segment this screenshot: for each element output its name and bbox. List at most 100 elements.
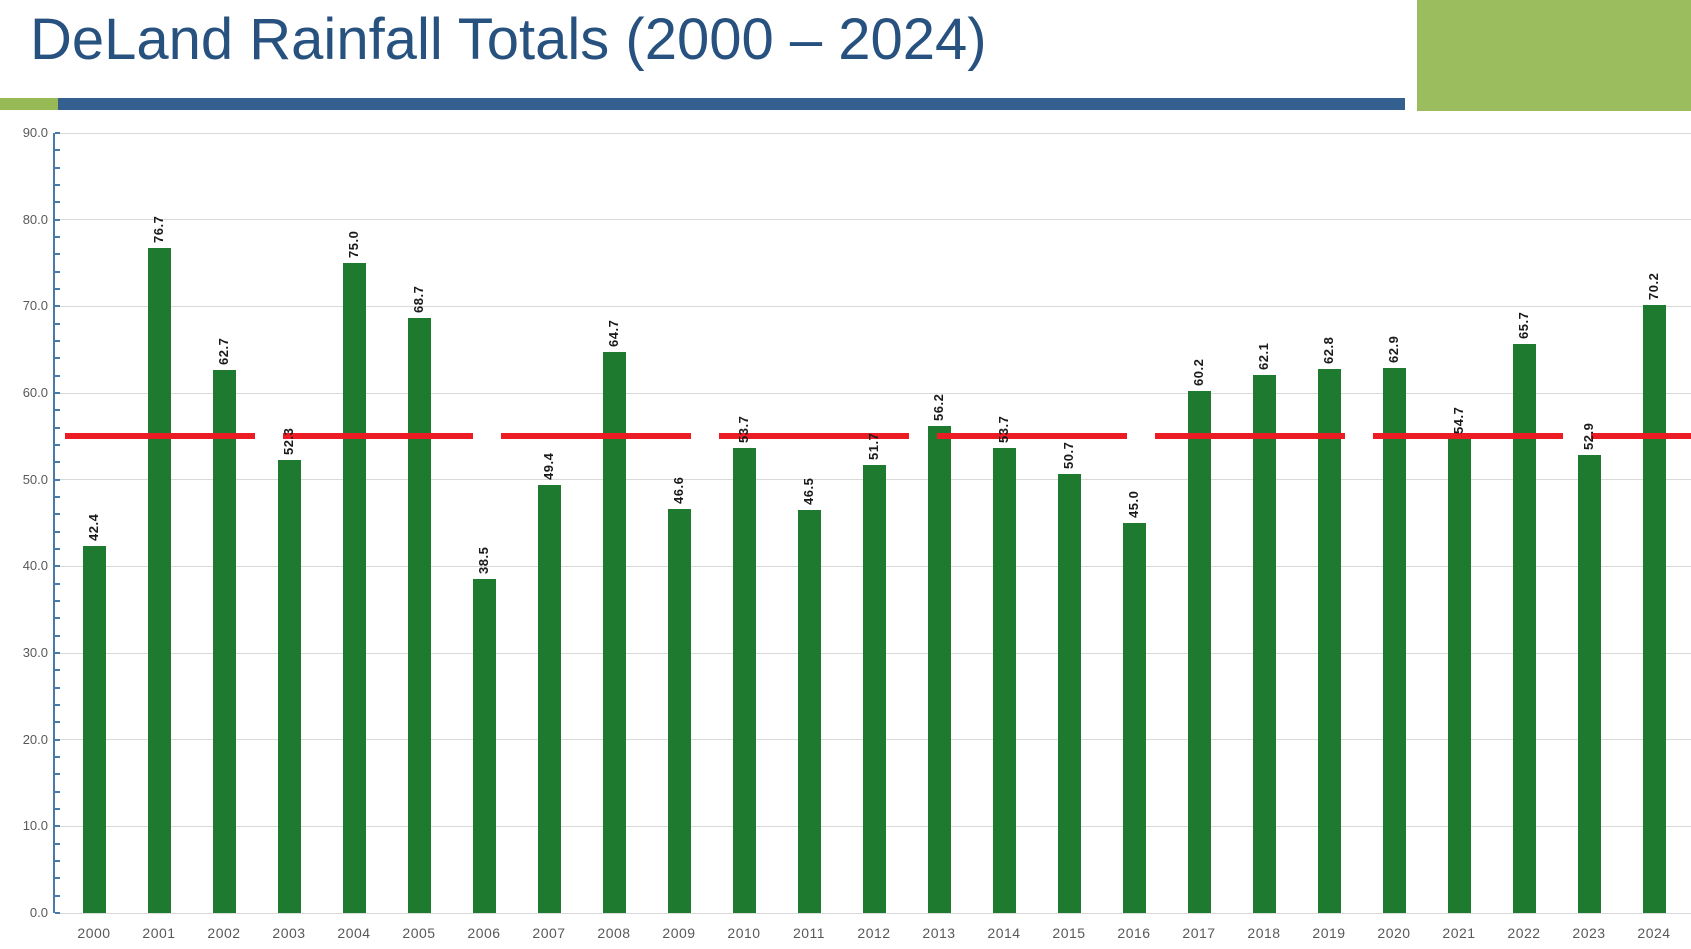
y-axis-tick bbox=[55, 236, 60, 238]
bar bbox=[1512, 343, 1536, 913]
y-axis-tick bbox=[55, 912, 60, 914]
y-axis-label: 30.0 bbox=[22, 645, 48, 660]
bar bbox=[1057, 473, 1081, 913]
bar-value-label: 53.7 bbox=[736, 415, 751, 443]
y-axis-label: 70.0 bbox=[22, 298, 48, 314]
x-axis-label: 2008 bbox=[597, 925, 631, 941]
bar bbox=[1252, 374, 1276, 913]
y-axis-tick bbox=[55, 790, 60, 793]
y-axis-tick bbox=[55, 444, 60, 446]
y-axis-tick bbox=[55, 305, 60, 308]
y-axis-tick bbox=[55, 322, 60, 325]
bar-value-label: 50.7 bbox=[1061, 441, 1076, 469]
bar bbox=[797, 510, 821, 913]
x-axis-label: 2021 bbox=[1442, 925, 1476, 941]
bar bbox=[1447, 438, 1471, 913]
x-axis-label: 2015 bbox=[1052, 925, 1086, 941]
plot-area: 0.0 10.0 20.0 30.0 40.0 50.0 60.0 70.0 80.0 90.0 4… bbox=[23, 125, 1691, 941]
title-rule-blue-bar bbox=[58, 98, 1405, 110]
y-axis-label: 90.0 bbox=[22, 125, 48, 140]
x-axis-label: 2002 bbox=[207, 925, 241, 941]
bar-value-label: 75.0 bbox=[346, 230, 361, 258]
bar-value-label: 62.8 bbox=[1321, 336, 1336, 364]
x-axis-label: 2017 bbox=[1182, 925, 1216, 941]
bar bbox=[407, 317, 431, 913]
x-axis-label: 2003 bbox=[272, 925, 306, 941]
y-axis-tick bbox=[55, 426, 60, 429]
bar-value-label: 51.7 bbox=[866, 432, 881, 460]
y-axis-tick bbox=[55, 634, 60, 637]
x-axis-label: 2019 bbox=[1312, 925, 1346, 941]
x-axis-label: 2023 bbox=[1572, 925, 1606, 941]
y-axis-tick bbox=[55, 686, 60, 689]
y-axis-tick bbox=[55, 617, 60, 620]
y-axis-tick bbox=[55, 357, 60, 360]
y-axis-tick bbox=[55, 582, 60, 585]
bar bbox=[1382, 367, 1406, 913]
bar bbox=[82, 545, 106, 913]
y-axis-tick bbox=[55, 478, 60, 481]
x-axis-label: 2016 bbox=[1117, 925, 1151, 941]
x-axis-label: 2022 bbox=[1507, 925, 1541, 941]
bar-value-label: 62.9 bbox=[1386, 335, 1401, 363]
bar-value-label: 54.7 bbox=[1451, 406, 1466, 434]
x-axis-label: 2009 bbox=[662, 925, 696, 941]
y-axis-tick bbox=[55, 773, 60, 776]
bar-value-label: 65.7 bbox=[1516, 311, 1531, 339]
y-axis-label: 20.0 bbox=[22, 731, 48, 747]
x-axis-label: 2011 bbox=[792, 925, 826, 941]
x-axis-label: 2000 bbox=[77, 925, 111, 941]
x-axis-label: 2001 bbox=[142, 925, 176, 941]
bar-value-label: 70.2 bbox=[1646, 272, 1661, 300]
title-rule-green-segment bbox=[0, 98, 58, 110]
gridline bbox=[55, 912, 1691, 914]
page-title: DeLand Rainfall Totals (2000 – 2024) bbox=[30, 7, 987, 72]
y-axis-tick bbox=[55, 340, 60, 342]
bar-value-label: 60.2 bbox=[1191, 358, 1206, 387]
bar bbox=[1577, 454, 1601, 913]
y-axis-tick bbox=[55, 842, 60, 845]
bar bbox=[862, 464, 886, 913]
y-axis-tick bbox=[55, 461, 60, 464]
x-axis-label: 2004 bbox=[337, 925, 371, 941]
y-axis-tick bbox=[55, 860, 60, 862]
gridline bbox=[55, 305, 1691, 307]
bar bbox=[667, 509, 691, 913]
y-axis-tick bbox=[55, 166, 60, 169]
x-axis-label: 2024 bbox=[1637, 925, 1671, 941]
bar-value-label: 56.2 bbox=[931, 393, 946, 421]
bar-value-label: 62.7 bbox=[216, 337, 231, 365]
y-axis-tick bbox=[55, 565, 60, 568]
bar bbox=[992, 447, 1016, 913]
y-axis-tick bbox=[55, 738, 60, 741]
bar bbox=[602, 352, 626, 913]
y-axis-label: 50.0 bbox=[22, 471, 48, 487]
y-axis-label: 10.0 bbox=[22, 818, 48, 834]
y-axis-tick bbox=[55, 721, 60, 724]
y-axis-tick bbox=[55, 808, 60, 810]
slide-header: DeLand Rainfall Totals (2000 – 2024) bbox=[0, 0, 1691, 112]
y-axis-tick bbox=[55, 149, 60, 152]
y-axis-tick bbox=[55, 756, 60, 758]
bar bbox=[472, 579, 496, 913]
y-axis-tick bbox=[55, 132, 60, 134]
y-axis-tick bbox=[55, 374, 60, 377]
y-axis-label: 40.0 bbox=[22, 558, 48, 574]
y-axis-tick bbox=[55, 409, 60, 412]
y-axis-tick bbox=[55, 530, 60, 533]
bar bbox=[927, 425, 951, 913]
gridline bbox=[55, 219, 1691, 221]
bar-value-label: 45.0 bbox=[1126, 490, 1141, 518]
y-axis-tick bbox=[55, 496, 60, 498]
y-axis-label: 60.0 bbox=[22, 385, 48, 400]
bar-value-label: 52.3 bbox=[281, 427, 296, 455]
x-axis-label: 2020 bbox=[1377, 925, 1411, 941]
bar bbox=[277, 459, 301, 913]
y-axis-tick bbox=[55, 392, 60, 394]
y-axis-tick bbox=[55, 288, 60, 290]
y-axis-tick bbox=[55, 600, 60, 602]
gridline bbox=[55, 132, 1691, 134]
bar bbox=[212, 369, 236, 913]
bar bbox=[1317, 368, 1341, 913]
